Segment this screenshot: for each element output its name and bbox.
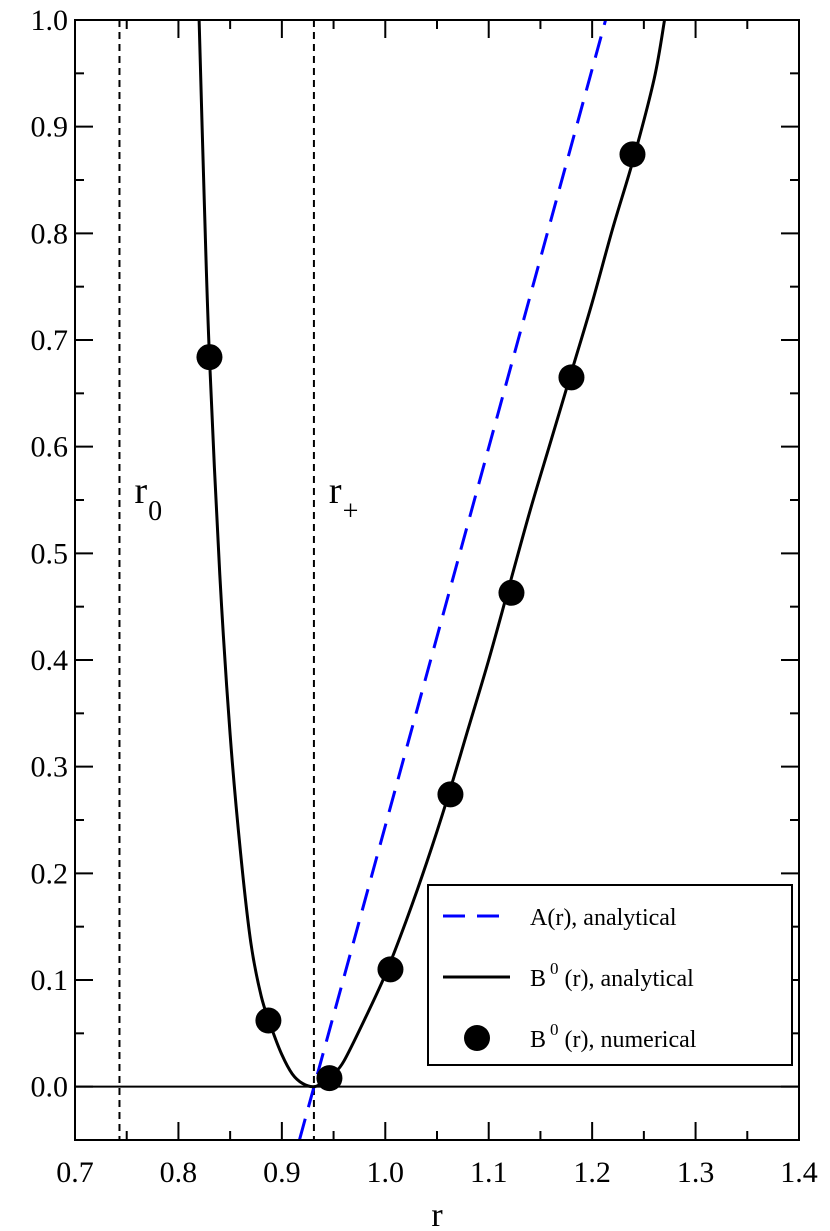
series-line-b0-analytical [197, 20, 667, 1089]
x-tick-label: 0.8 [160, 1156, 198, 1189]
y-tick-label: 0.3 [31, 751, 69, 784]
tick-layer: 0.7 0.8 0.9 1.0 1.1 1.2 1.3 1.4 0.0 0.1 0.2 0.3 0.4 0… [31, 4, 818, 1189]
y-tick-label: 0.8 [31, 217, 69, 250]
x-tick-label: 1.4 [780, 1156, 818, 1189]
x-tick-label: 1.3 [677, 1156, 715, 1189]
reference-line-label: r0 [134, 470, 162, 527]
x-axis-title: r [431, 1197, 443, 1231]
data-point [558, 364, 585, 391]
data-point [377, 956, 404, 983]
data-point [196, 344, 223, 371]
legend-label-a-analytical: A(r), analytical [530, 905, 677, 931]
reference-lines [75, 20, 799, 1140]
legend-rest: (r), numerical [565, 1027, 697, 1053]
legend-superscript: 0 [550, 1020, 559, 1039]
series-line-a-analytical [297, 20, 608, 1140]
y-tick-label: 0.6 [31, 431, 69, 464]
x-tick-label: 1.2 [573, 1156, 611, 1189]
data-point [437, 781, 464, 808]
annotations: r0 r+ [134, 470, 358, 527]
data-point [255, 1007, 282, 1034]
reference-line-label: r+ [329, 470, 358, 527]
series-layer [197, 20, 667, 1140]
x-tick-label: 0.9 [263, 1156, 301, 1189]
legend-label-b0-numerical: B 0 (r), numerical [530, 1020, 697, 1053]
legend-main: B [530, 966, 546, 992]
legend-superscript: 0 [550, 959, 559, 978]
label-subscript: + [343, 496, 359, 527]
y-tick-label: 0.7 [31, 324, 69, 357]
label-subscript: 0 [148, 496, 162, 527]
data-point [316, 1065, 343, 1092]
label-main: r [329, 470, 342, 512]
marker-layer [196, 141, 646, 1092]
data-point [619, 141, 646, 168]
y-tick-label: 0.5 [31, 537, 69, 570]
legend-rest: (r), analytical [565, 966, 695, 992]
legend-label-b0-analytical: B 0 (r), analytical [530, 959, 694, 992]
y-tick-label: 0.9 [31, 111, 69, 144]
x-tick-label: 1.0 [367, 1156, 405, 1189]
y-tick-label: 0.4 [31, 644, 69, 677]
legend-swatch-b0-numerical [464, 1025, 490, 1051]
y-tick-label: 0.1 [31, 964, 69, 997]
legend: A(r), analytical B 0 (r), analytical B 0 (r)… [427, 884, 793, 1066]
data-point [498, 579, 525, 606]
x-tick-label: 1.1 [470, 1156, 508, 1189]
x-tick-label: 0.7 [56, 1156, 94, 1189]
y-tick-label: 0.2 [31, 857, 69, 890]
label-main: r [134, 470, 147, 512]
y-tick-label: 1.0 [31, 4, 69, 37]
y-tick-label: 0.0 [31, 1071, 69, 1104]
legend-main: B [530, 1027, 546, 1053]
